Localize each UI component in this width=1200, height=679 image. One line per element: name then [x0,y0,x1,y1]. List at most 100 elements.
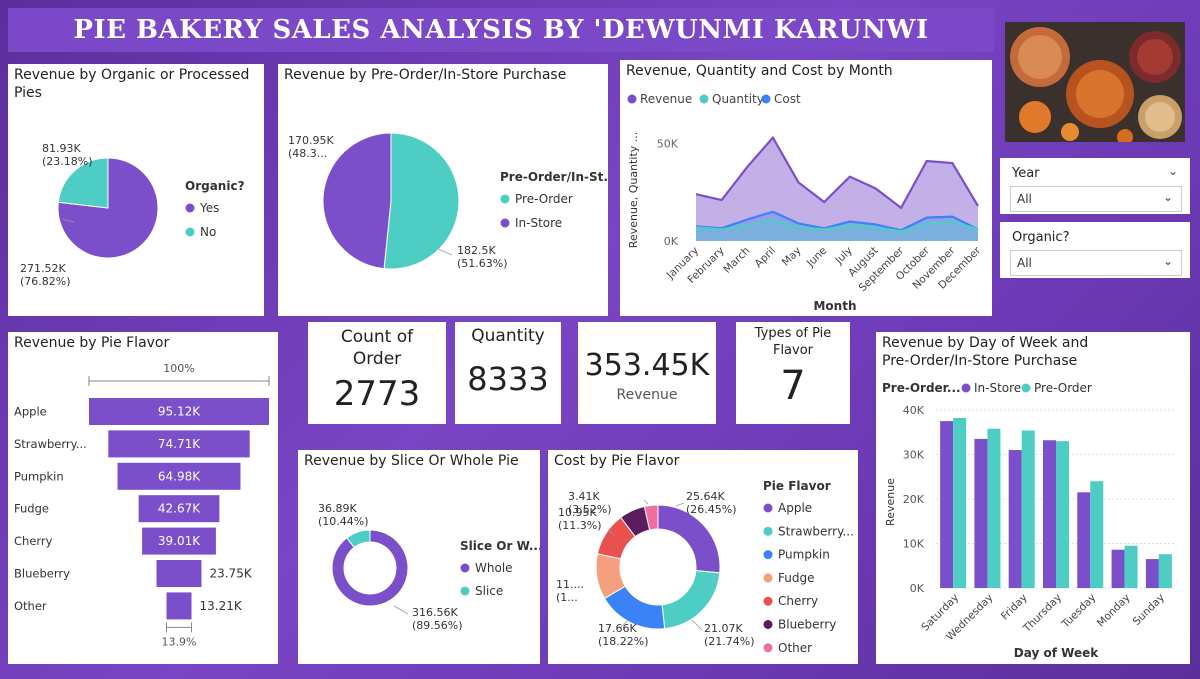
data-label-pct: (48.3... [288,147,327,160]
chevron-down-icon[interactable]: ⌄ [1162,190,1173,204]
x-tick-label: Tuesday [1059,592,1098,631]
funnel-top-bracket [88,376,270,386]
legend-title: Organic? [185,179,245,193]
flavor-types-value: 7 [780,363,806,409]
x-tick-label: May [780,245,804,269]
funnel-value: 42.67K [158,502,201,516]
legend-dot [460,586,470,596]
bar-in-store [1077,492,1091,588]
funnel-top-label: 100% [163,362,194,375]
slice-whole-donut: Slice Or W... Whole Slice 36.89K(10.44%) 316… [318,502,540,632]
y-tick-label: 10K [903,538,925,551]
legend-dot [500,194,510,204]
revenue-value: 353.45K [584,348,710,383]
chevron-down-icon[interactable]: ⌄ [1162,254,1173,268]
data-label: 170.95K [288,134,334,147]
bar-pre-order [1158,554,1172,588]
data-label: 271.52K [20,262,66,275]
label-leader [691,619,703,631]
data-label: 25.64K [686,490,725,503]
year-dropdown[interactable]: All ⌄ [1010,186,1182,212]
quantity-label: Quantity [471,326,545,346]
label-leader [643,499,649,505]
organic-dropdown[interactable]: All ⌄ [1010,250,1182,276]
legend-dot [961,383,971,393]
legend-item: Quantity [712,92,764,106]
organic-slicer-label: Organic? [1012,230,1070,245]
cost-flavor-donut: Pie Flavor Apple Strawberry... Pumpkin Fudge… [556,479,854,655]
year-slicer[interactable]: Year ⌄ All ⌄ [1000,158,1190,214]
legend-dot [500,218,510,228]
area-revenue [696,137,978,241]
y-axis-title: Revenue [884,478,897,526]
organic-slicer[interactable]: Organic? All ⌄ [1000,222,1190,278]
pie-slice-0 [331,529,409,607]
flavor-funnel-chart: 100% Apple 95.12K Strawberry... 74.71K Pumpki… [14,362,270,648]
legend-item: Pre-Order [515,192,573,206]
order-count-value: 2773 [333,374,421,414]
funnel-value: 39.01K [158,534,201,548]
organic-pie-title: Revenue by Organic or Processed Pies [14,67,250,101]
pie-photo [1005,22,1185,142]
data-label: 36.89K [318,502,357,515]
purchase-pie-panel: Revenue by Pre-Order/In-Store Purchase P… [278,64,608,316]
bar-pre-order [1056,441,1069,588]
bar-pre-order [1124,545,1138,588]
quantity-value: 8333 [467,360,549,398]
legend-dot [763,620,773,629]
quantity-card: Quantity 8333 [455,322,561,424]
data-label-pct: (76.82%) [20,275,71,288]
bar-pre-order [953,418,967,588]
data-label-pct: (23.18%) [42,155,93,168]
chevron-down-icon[interactable]: ⌄ [1167,164,1178,178]
cost-flavor-panel: Cost by Pie Flavor Pie Flavor Apple Strawb… [548,450,858,664]
funnel-category: Strawberry... [14,437,87,451]
legend-dot [699,94,709,104]
flavor-funnel-panel: Revenue by Pie Flavor 100% Apple 95.12K Str… [8,332,278,664]
label-leader [675,502,685,507]
data-label: 17.66K [598,622,637,635]
monthly-area-title: Revenue, Quantity and Cost by Month [626,63,893,79]
bar-in-store [940,421,954,588]
legend-item: Cherry [778,594,818,608]
legend-item: Revenue [640,92,692,106]
funnel-bar [138,495,220,523]
legend-item: No [200,225,216,239]
page-title: PIE BAKERY SALES ANALYSIS BY 'DEWUNMI KA… [8,8,994,52]
legend-dot [763,550,773,560]
data-label-pct: (21.74%) [704,635,755,648]
organic-dropdown-value: All [1017,256,1032,270]
legend-dot [1021,383,1031,393]
legend-dot [761,94,771,104]
legend-dot [185,227,195,237]
funnel-value: 13.21K [199,599,242,613]
legend-item: Whole [475,561,513,575]
flavor-funnel-title: Revenue by Pie Flavor [14,335,170,351]
x-tick-label: April [753,245,778,270]
y-tick-label: 0K [664,235,679,248]
slice-whole-title: Revenue by Slice Or Whole Pie [304,453,519,469]
data-label: 316.56K [412,606,458,619]
year-dropdown-value: All [1017,192,1032,206]
funnel-value: 74.71K [158,437,201,451]
legend-item: Pre-Order [1034,381,1092,395]
data-label-pct: (11.3%) [558,519,602,532]
line-cost [695,210,979,232]
year-slicer-label: Year [1012,166,1040,181]
data-label-pct: (10.44%) [318,515,369,528]
label-leader [437,248,453,256]
y-axis-title: Revenue, Quantity ... [627,132,640,248]
legend-item: In-Store [974,381,1021,395]
revenue-label: Revenue [616,387,678,403]
funnel-category: Apple [14,405,47,419]
funnel-category: Pumpkin [14,469,64,483]
data-label: 10.95K [558,506,597,519]
order-count-card: Count of Order 2773 [308,322,446,424]
funnel-bar [117,462,241,490]
funnel-category: Blueberry [14,567,70,581]
area-quantity [696,219,978,241]
funnel-category: Fudge [14,502,49,516]
cost-flavor-title: Cost by Pie Flavor [554,453,680,469]
data-label: 11.... [556,578,584,591]
pie-slice-0 [57,157,159,259]
